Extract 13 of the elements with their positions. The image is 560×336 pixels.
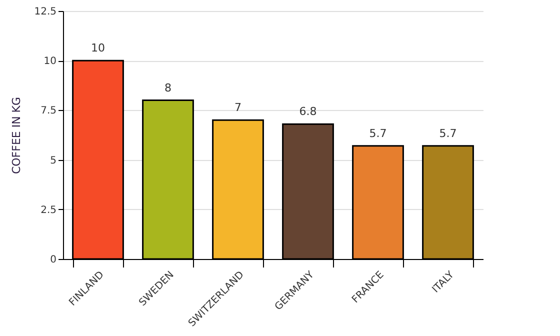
y-tick-label: 0	[50, 254, 56, 266]
data-label: 5.7	[439, 126, 457, 140]
y-tick-label: 5	[50, 155, 56, 166]
data-label: 8	[164, 81, 172, 94]
y-tick-label: 2.5	[40, 204, 56, 216]
y-tick-label: 10	[44, 56, 56, 68]
y-tick-label: 7.5	[40, 106, 56, 117]
data-label: 6.8	[299, 105, 317, 118]
data-label: 5.7	[369, 126, 387, 140]
data-label: 10	[91, 42, 105, 55]
y-tick-label: 12.5	[34, 6, 56, 18]
y-axis-title: COFFEE IN KG	[10, 96, 24, 174]
data-label: 7	[234, 101, 242, 114]
